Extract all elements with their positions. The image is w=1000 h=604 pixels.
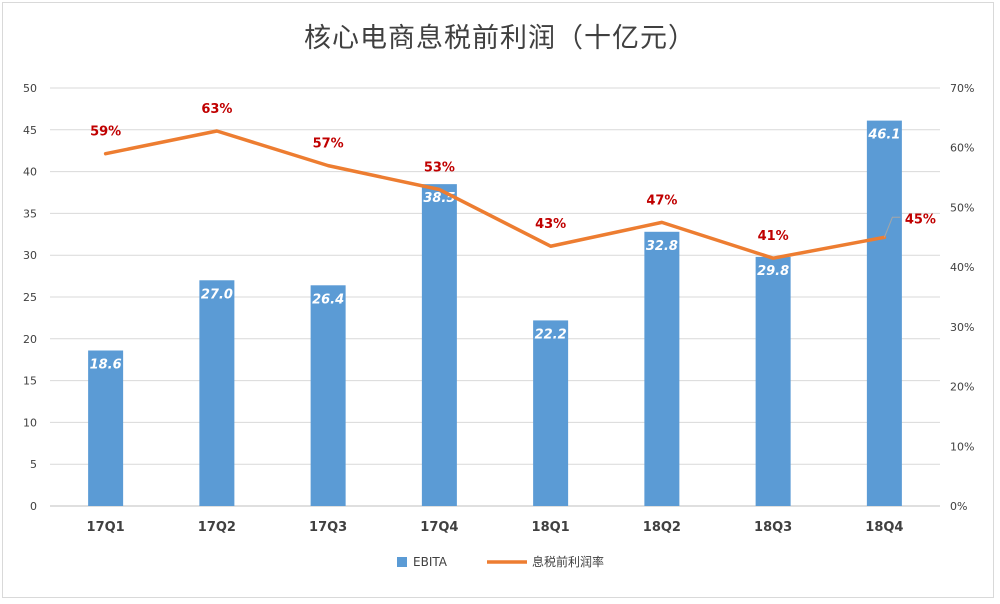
bar xyxy=(310,285,346,506)
label-leader-line xyxy=(883,216,901,238)
line-value-label: 43% xyxy=(535,217,566,232)
line-value-label: 59% xyxy=(90,125,121,140)
left-axis: 0 5 10 15 20 25 30 35 40 45 50 xyxy=(23,82,37,513)
category-tick-label: 18Q1 xyxy=(532,520,570,535)
right-axis-tick-label: 70% xyxy=(950,82,974,95)
category-tick-label: 18Q2 xyxy=(643,520,681,535)
line-path xyxy=(103,129,887,260)
right-axis-tick-label: 0% xyxy=(950,500,967,513)
left-axis-tick-label: 35 xyxy=(23,207,37,220)
bar xyxy=(421,184,457,506)
left-axis-tick-label: 15 xyxy=(23,375,37,388)
category-tick-label: 18Q3 xyxy=(754,520,792,535)
bar-value-label: 22.2 xyxy=(535,327,567,342)
line-series: 59% 63% 57% 53% 43% 47% 41% 45% xyxy=(90,102,936,260)
right-axis-tick-label: 50% xyxy=(950,201,974,214)
gridlines xyxy=(50,87,940,507)
left-axis-tick-label: 40 xyxy=(23,166,37,179)
category-tick-label: 17Q2 xyxy=(198,520,236,535)
bar-value-label: 27.0 xyxy=(201,287,233,302)
legend-swatch-bars xyxy=(397,557,407,567)
bar-value-label: 46.1 xyxy=(867,128,900,143)
bar-value-label: 26.4 xyxy=(312,292,344,307)
right-axis: 0% 10% 20% 30% 40% 50% 60% 70% xyxy=(950,82,974,513)
bar-series: 18.627.0 26.438.522.232.829.846.1 xyxy=(88,120,902,507)
legend: EBITA 息税前利润率 xyxy=(397,554,604,569)
line-value-label: 63% xyxy=(201,102,232,117)
bar-value-label: 18.6 xyxy=(90,358,122,373)
left-axis-tick-label: 0 xyxy=(30,500,37,513)
right-axis-tick-label: 20% xyxy=(950,381,974,394)
bar xyxy=(199,280,235,506)
line-value-label: 53% xyxy=(424,161,455,176)
category-tick-label: 17Q1 xyxy=(87,520,125,535)
line-value-label: 47% xyxy=(646,193,677,208)
bar xyxy=(644,231,680,507)
chart-frame xyxy=(2,2,994,598)
bar-value-label: 29.8 xyxy=(757,264,789,279)
right-axis-tick-label: 60% xyxy=(950,142,974,155)
left-axis-tick-label: 20 xyxy=(23,333,37,346)
left-axis-tick-label: 50 xyxy=(23,82,37,95)
left-axis-tick-label: 5 xyxy=(30,458,37,471)
bar xyxy=(755,256,791,506)
right-axis-tick-label: 40% xyxy=(950,261,974,274)
bar xyxy=(533,320,569,506)
legend-label-line: 息税前利润率 xyxy=(532,554,604,569)
left-axis-tick-label: 10 xyxy=(23,416,37,429)
line-value-label: 45% xyxy=(905,212,936,227)
left-axis-tick-label: 45 xyxy=(23,124,37,137)
category-tick-label: 18Q4 xyxy=(865,520,903,535)
line-value-label: 41% xyxy=(758,229,789,244)
bar-value-label: 32.8 xyxy=(646,239,678,254)
line-value-label: 57% xyxy=(313,137,344,152)
bar xyxy=(866,120,902,506)
bar xyxy=(88,350,124,506)
category-tick-label: 17Q4 xyxy=(420,520,458,535)
category-tick-label: 17Q3 xyxy=(309,520,347,535)
chart-title: 核心电商息税前利润（十亿元） xyxy=(304,23,696,54)
left-axis-tick-label: 25 xyxy=(23,291,37,304)
right-axis-tick-label: 10% xyxy=(950,440,974,453)
right-axis-tick-label: 30% xyxy=(950,321,974,334)
left-axis-tick-label: 30 xyxy=(23,249,37,262)
legend-label-bars: EBITA xyxy=(413,555,448,569)
category-axis: 17Q1 17Q2 17Q3 17Q4 18Q1 18Q2 18Q3 18Q4 xyxy=(87,520,904,535)
